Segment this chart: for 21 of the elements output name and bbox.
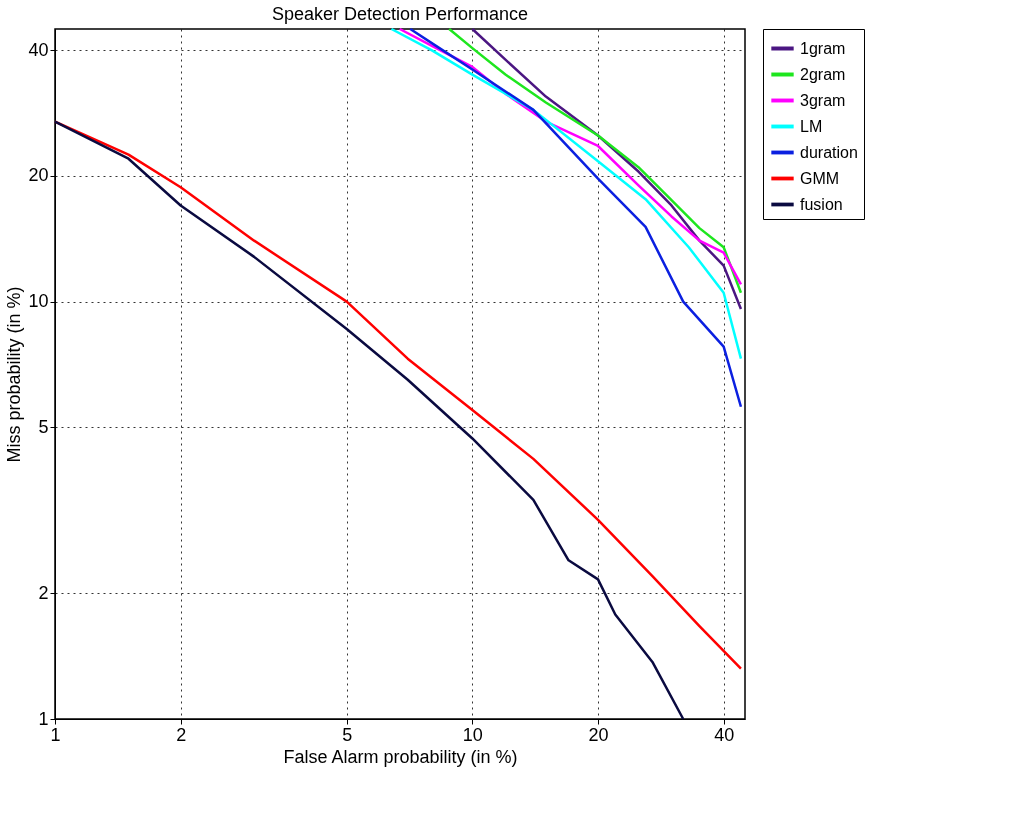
y-tick-label: 2	[38, 582, 49, 603]
y-tick-label: 10	[28, 291, 49, 312]
y-tick-label: 40	[28, 39, 49, 60]
legend-label: duration	[800, 143, 858, 161]
x-axis-title: False Alarm probability (in %)	[283, 746, 518, 767]
y-axis-title: Miss probability (in %)	[4, 286, 25, 463]
legend-label: 3gram	[800, 91, 846, 109]
legend-label: 2gram	[800, 65, 846, 83]
legend-label: LM	[800, 117, 823, 135]
x-tick-label: 5	[342, 724, 353, 745]
y-tick-label: 1	[38, 708, 49, 729]
x-tick-label: 10	[462, 724, 483, 745]
x-tick-label: 40	[714, 724, 735, 745]
chart-title: Speaker Detection Performance	[271, 3, 529, 24]
y-tick-label: 5	[38, 416, 49, 437]
x-tick-label: 2	[176, 724, 187, 745]
x-tick-label: 20	[588, 724, 609, 745]
y-tick-label: 20	[28, 165, 49, 186]
legend-label: GMM	[800, 169, 840, 187]
legend-label: fusion	[800, 195, 843, 213]
legend-label: 1gram	[800, 39, 846, 57]
